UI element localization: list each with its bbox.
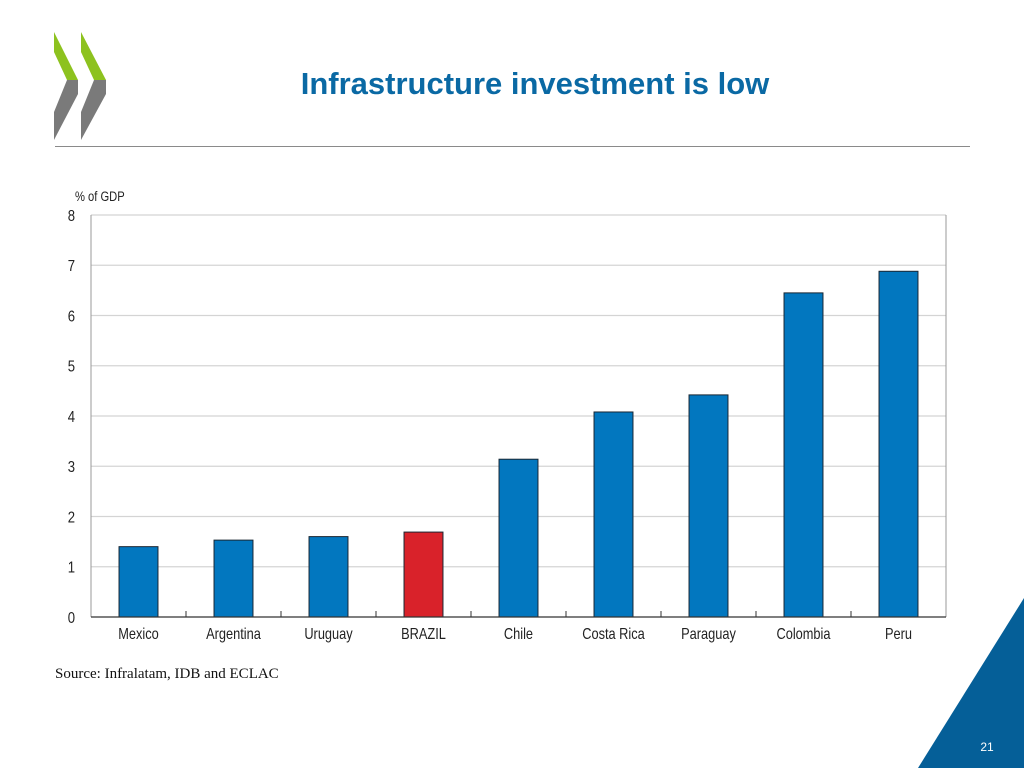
x-tick-label: Mexico <box>118 626 159 644</box>
bar-paraguay <box>688 394 729 618</box>
slide-title: Infrastructure investment is low <box>300 66 770 101</box>
y-tick-label: 3 <box>68 459 75 476</box>
y-tick-label: 1 <box>68 560 75 577</box>
x-tick-label: Uruguay <box>304 626 353 644</box>
x-tick-label: Costa Rica <box>582 626 645 644</box>
y-axis-label: % of GDP <box>75 189 125 204</box>
bar-mexico <box>118 546 159 618</box>
x-tick-label: Peru <box>885 626 912 644</box>
bar-uruguay <box>308 536 349 618</box>
y-tick-label: 8 <box>68 208 75 225</box>
x-tick-label: Chile <box>504 626 533 644</box>
oecd-logo <box>54 32 106 140</box>
x-tick-label: BRAZIL <box>401 626 446 644</box>
bar-brazil <box>403 531 444 618</box>
logo-right-chevron-green <box>81 32 106 80</box>
y-tick-label: 7 <box>68 258 75 275</box>
bar-chile <box>498 458 539 618</box>
logo-left-chevron-gray <box>54 80 78 140</box>
x-tick-label: Colombia <box>776 626 831 644</box>
title-divider <box>55 146 970 147</box>
logo-left-chevron-green <box>54 32 78 80</box>
bar-colombia <box>783 292 824 618</box>
source-note: Source: Infralatam, IDB and ECLAC <box>55 666 279 682</box>
bar-peru <box>878 270 919 618</box>
x-tick-label: Argentina <box>206 626 262 644</box>
y-tick-label: 4 <box>68 409 75 426</box>
y-tick-label: 6 <box>68 308 75 325</box>
y-tick-label: 0 <box>68 610 75 627</box>
bar-costa-rica <box>593 411 634 618</box>
y-tick-label: 2 <box>68 509 75 526</box>
bar-argentina <box>213 539 254 618</box>
logo-right-chevron-gray <box>81 80 106 140</box>
x-tick-label: Paraguay <box>681 626 736 644</box>
page-number: 21 <box>980 740 994 754</box>
y-tick-label: 5 <box>68 359 75 376</box>
